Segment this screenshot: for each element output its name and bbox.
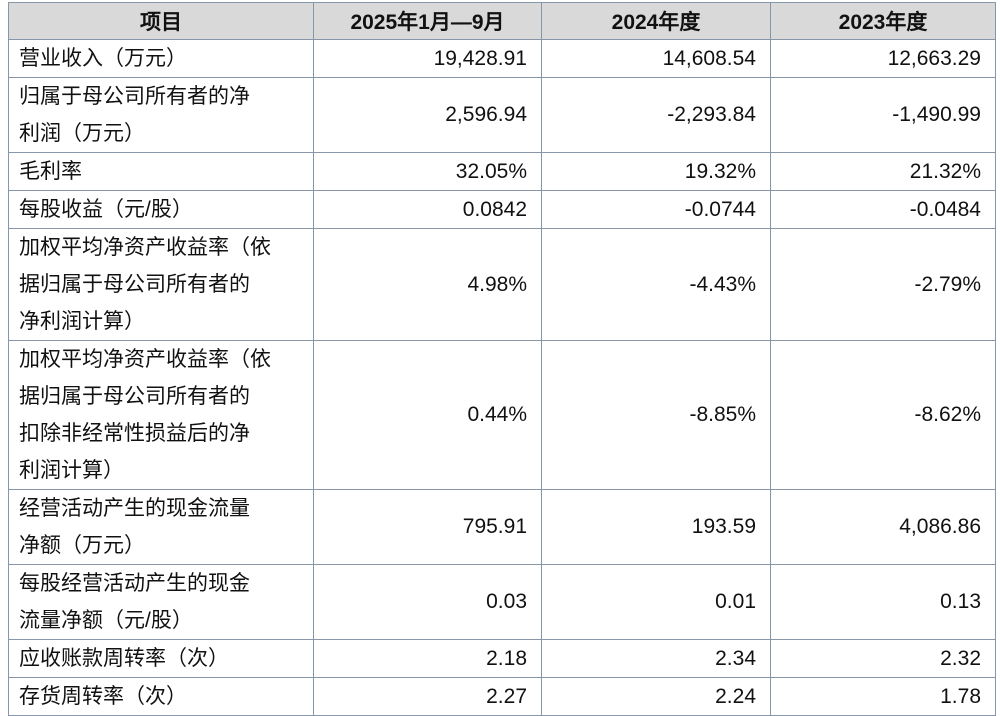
label-line: 据归属于母公司所有者的 (19, 273, 250, 296)
value-cell: -0.0744 (541, 190, 771, 229)
value-cell: 193.59 (541, 489, 771, 565)
label-line: 每股收益（元/股） (19, 198, 193, 221)
label-line: 利润（万元） (19, 122, 145, 145)
value-cell: 19.32% (541, 152, 771, 191)
table-row: 加权平均净资产收益率（依 据归属于母公司所有者的 净利润计算） 4.98% -4.43%… (8, 228, 996, 341)
row-label: 归属于母公司所有者的净 利润（万元） (8, 77, 314, 153)
value-cell: -0.0484 (770, 190, 996, 229)
label-line: 经营活动产生的现金流量 (19, 497, 250, 520)
table-row: 经营活动产生的现金流量 净额（万元） 795.91 193.59 4,086.86 (8, 489, 996, 565)
table-row: 加权平均净资产收益率（依 据归属于母公司所有者的 扣除非经常性损益后的净 利润计算） 0… (8, 340, 996, 490)
header-cell: 2024年度 (541, 2, 771, 40)
label-line: 加权平均净资产收益率（依 (19, 236, 271, 259)
table-row: 每股经营活动产生的现金 流量净额（元/股） 0.03 0.01 0.13 (8, 564, 996, 640)
row-label: 加权平均净资产收益率（依 据归属于母公司所有者的 净利润计算） (8, 228, 314, 341)
value-cell: 21.32% (770, 152, 996, 191)
value-cell: 795.91 (313, 489, 542, 565)
table-row: 每股收益（元/股） 0.0842 -0.0744 -0.0484 (8, 190, 996, 229)
value-cell: 32.05% (313, 152, 542, 191)
header-cell: 2025年1月—9月 (313, 2, 542, 40)
value-cell: -8.85% (541, 340, 771, 490)
value-cell: -4.43% (541, 228, 771, 341)
table-row: 应收账款周转率（次） 2.18 2.34 2.32 (8, 639, 996, 678)
label-line: 加权平均净资产收益率（依 (19, 348, 271, 371)
label-line: 归属于母公司所有者的净 (19, 85, 250, 108)
value-cell: 2.24 (541, 677, 771, 716)
value-cell: 4.98% (313, 228, 542, 341)
table-row: 归属于母公司所有者的净 利润（万元） 2,596.94 -2,293.84 -1,490… (8, 77, 996, 153)
value-cell: 14,608.54 (541, 39, 771, 78)
value-cell: 2.18 (313, 639, 542, 678)
value-cell: -1,490.99 (770, 77, 996, 153)
value-cell: 2.27 (313, 677, 542, 716)
data-table: 项目 2025年1月—9月 2024年度 2023年度 营业收入（万元） 19,428.… (8, 2, 996, 716)
label-line: 据归属于母公司所有者的 (19, 385, 250, 408)
value-cell: 0.03 (313, 564, 542, 640)
value-cell: 2.34 (541, 639, 771, 678)
label-line: 存货周转率（次） (19, 685, 187, 708)
label-line: 营业收入（万元） (19, 47, 187, 70)
value-cell: 2,596.94 (313, 77, 542, 153)
label-line: 流量净额（元/股） (19, 609, 193, 632)
label-line: 扣除非经常性损益后的净 (19, 422, 250, 445)
value-cell: 0.13 (770, 564, 996, 640)
row-label: 经营活动产生的现金流量 净额（万元） (8, 489, 314, 565)
value-cell: 0.01 (541, 564, 771, 640)
value-cell: -2,293.84 (541, 77, 771, 153)
row-label: 营业收入（万元） (8, 39, 314, 78)
row-label: 存货周转率（次） (8, 677, 314, 716)
row-label: 应收账款周转率（次） (8, 639, 314, 678)
table-row: 营业收入（万元） 19,428.91 14,608.54 12,663.29 (8, 39, 996, 78)
value-cell: -2.79% (770, 228, 996, 341)
value-cell: 12,663.29 (770, 39, 996, 78)
label-line: 应收账款周转率（次） (19, 647, 229, 670)
header-cell: 2023年度 (770, 2, 996, 40)
table-row: 存货周转率（次） 2.27 2.24 1.78 (8, 677, 996, 716)
value-cell: 2.32 (770, 639, 996, 678)
row-label: 每股收益（元/股） (8, 190, 314, 229)
header-cell: 项目 (8, 2, 314, 40)
row-label: 毛利率 (8, 152, 314, 191)
row-label: 每股经营活动产生的现金 流量净额（元/股） (8, 564, 314, 640)
value-cell: 0.44% (313, 340, 542, 490)
row-label: 加权平均净资产收益率（依 据归属于母公司所有者的 扣除非经常性损益后的净 利润计算） (8, 340, 314, 490)
value-cell: 1.78 (770, 677, 996, 716)
label-line: 净利润计算） (19, 310, 145, 333)
table-body: 营业收入（万元） 19,428.91 14,608.54 12,663.29 归属于母公… (8, 39, 996, 716)
header-row: 项目 2025年1月—9月 2024年度 2023年度 (8, 2, 996, 40)
value-cell: 4,086.86 (770, 489, 996, 565)
label-line: 毛利率 (19, 160, 82, 183)
value-cell: 19,428.91 (313, 39, 542, 78)
label-line: 净额（万元） (19, 534, 145, 557)
label-line: 每股经营活动产生的现金 (19, 572, 250, 595)
value-cell: -8.62% (770, 340, 996, 490)
value-cell: 0.0842 (313, 190, 542, 229)
table-row: 毛利率 32.05% 19.32% 21.32% (8, 152, 996, 191)
label-line: 利润计算） (19, 459, 124, 482)
